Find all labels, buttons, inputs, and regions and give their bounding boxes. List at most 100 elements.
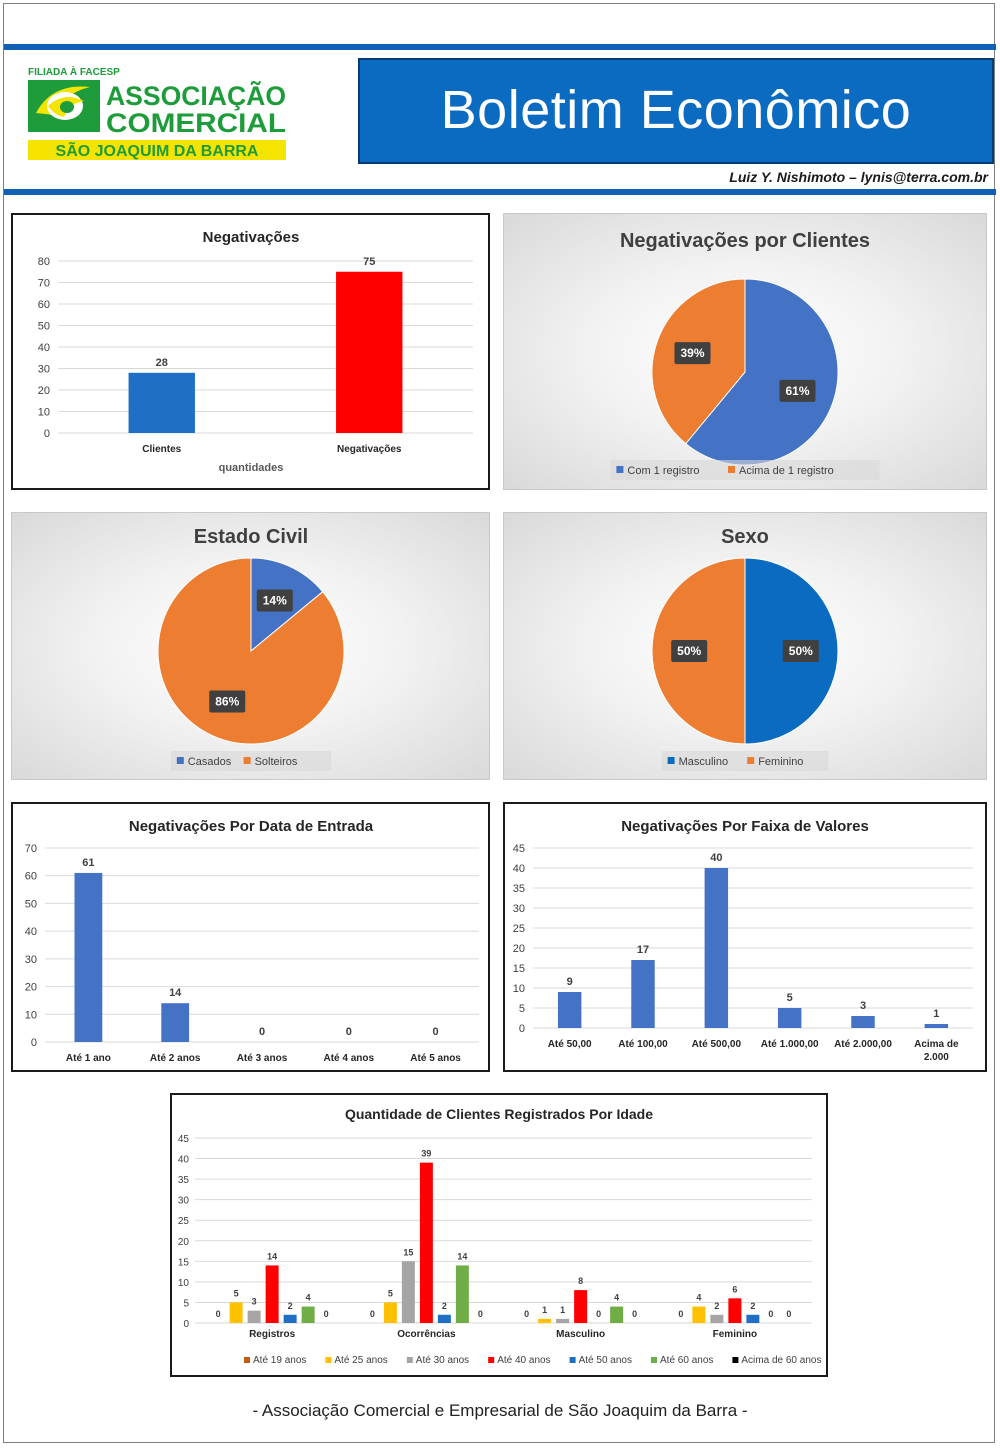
data-label: 8	[578, 1276, 583, 1286]
bar	[710, 1314, 724, 1323]
y-tick-label: 45	[513, 843, 525, 855]
data-label: 14	[169, 987, 182, 999]
estado-civil-chart: Estado Civil 14% 86% Casados Solteiros	[157, 526, 345, 771]
legend-swatch	[728, 466, 735, 473]
chart-panel-negativacoes-por-clientes: Negativações por Clientes 61% 39% Com 1 reg…	[503, 213, 987, 490]
data-label: 0	[478, 1309, 483, 1319]
bar	[265, 1265, 279, 1323]
negativacoes-por-clientes-chart: Negativações por Clientes 61% 39% Com 1 reg…	[610, 230, 880, 480]
y-tick-label: 0	[44, 428, 50, 440]
data-label: 17	[637, 944, 649, 956]
legend-swatch	[488, 1357, 495, 1363]
legend-swatch	[747, 757, 755, 764]
x-tick-label: 2.000	[924, 1052, 949, 1063]
data-label-box	[674, 342, 711, 365]
data-label: 5	[234, 1288, 239, 1298]
y-tick-label: 80	[38, 256, 50, 268]
chart-title: Quantidade de Clientes Registrados Por I…	[345, 1106, 653, 1122]
faixa-de-valores-chart: Negativações Por Faixa de Valores0510152…	[513, 818, 973, 1063]
y-tick-label: 45	[178, 1134, 190, 1145]
data-label: 0	[324, 1309, 329, 1319]
bar	[247, 1310, 261, 1323]
x-tick-label: Até 1.000,00	[761, 1039, 819, 1050]
data-label: 61	[82, 857, 94, 869]
data-label: 28	[156, 357, 168, 369]
bar	[419, 1162, 433, 1323]
legend-swatch	[243, 757, 251, 764]
y-tick-label: 50	[38, 321, 50, 333]
legend-swatch	[667, 757, 675, 764]
data-label: 0	[433, 1026, 439, 1038]
y-tick-label: 30	[513, 903, 525, 915]
bar	[161, 1003, 190, 1042]
chart-title: Negativações Por Data de Entrada	[129, 818, 374, 835]
x-tick-label: Clientes	[142, 444, 181, 455]
legend-swatch	[732, 1357, 739, 1363]
x-tick-label: Até 3 anos	[237, 1053, 288, 1064]
chart-panel-data-de-entrada: Negativações Por Data de Entrada 0 10 20 30 4…	[11, 802, 490, 1072]
data-label: 39	[421, 1149, 431, 1159]
chart-panel-negativacoes: Negativações 0 10 20 30 40 50 60 70 80 28 Clientes 7…	[11, 213, 490, 490]
data-label: 86%	[215, 694, 239, 708]
legend-background	[170, 751, 332, 771]
x-tick-label: Até 500,00	[692, 1039, 742, 1050]
bar	[283, 1314, 297, 1323]
data-label: 0	[346, 1026, 352, 1038]
data-label: 0	[524, 1309, 529, 1319]
data-label: 3	[860, 1000, 866, 1012]
data-label: 0	[632, 1309, 637, 1319]
legend-swatch	[244, 1357, 250, 1363]
bar	[631, 960, 655, 1028]
legend-label: Masculino	[679, 756, 729, 768]
bar	[556, 1318, 570, 1323]
y-tick-label: 50	[25, 898, 37, 910]
page-footer: - Associação Comercial e Empresarial de …	[252, 1401, 748, 1420]
chart-panel-sexo: Sexo 50% 50% Masculino Feminino	[503, 512, 987, 780]
sexo-chart: Sexo 50% 50% Masculino Feminino	[651, 526, 839, 771]
data-label: 39%	[680, 346, 704, 360]
chart-panel-faixa-de-valores: Negativações Por Faixa de Valores 0 5 10 15 2…	[503, 802, 987, 1072]
page-frame	[3, 3, 995, 1443]
data-label: 14	[267, 1251, 277, 1261]
bar	[74, 872, 103, 1042]
chart-title: Sexo	[721, 526, 769, 548]
data-label: 4	[696, 1293, 701, 1303]
data-label: 61%	[785, 384, 809, 398]
legend-label: Até 40 anos	[497, 1355, 550, 1366]
y-tick-label: 35	[178, 1175, 190, 1186]
y-tick-label: 60	[38, 299, 50, 311]
bar	[610, 1306, 624, 1323]
logo-tagline: FILIADA À FACESP	[28, 65, 120, 78]
data-label: 0	[216, 1309, 221, 1319]
logo-line-1: ASSOCIAÇÃO	[106, 80, 286, 111]
data-label: 0	[786, 1309, 791, 1319]
y-tick-label: 40	[25, 926, 37, 938]
bulletin-title: Boletim Econômico	[358, 58, 994, 164]
legend-label: Feminino	[758, 756, 803, 768]
legend-swatch	[406, 1357, 413, 1363]
data-label: 0	[259, 1026, 265, 1038]
legend-background	[661, 751, 829, 771]
data-label: 3	[252, 1297, 257, 1307]
data-label: 5	[787, 992, 793, 1004]
data-label-box	[671, 640, 708, 662]
x-tick-label: Feminino	[713, 1329, 757, 1340]
y-tick-label: 20	[25, 982, 37, 994]
y-tick-label: 25	[513, 923, 525, 935]
y-tick-label: 10	[178, 1278, 190, 1289]
logo-line-2: COMERCIAL	[106, 108, 286, 138]
logo-city: SÃO JOAQUIM DA BARRA	[56, 140, 259, 160]
bar	[851, 1016, 875, 1028]
data-de-entrada-chart: Negativações Por Data de Entrada 0 10 20 30 4…	[25, 818, 479, 1064]
data-label: 6	[732, 1284, 737, 1294]
x-tick-label: Até 50,00	[548, 1039, 592, 1050]
y-tick-label: 25	[178, 1216, 190, 1227]
bar	[128, 372, 195, 433]
bar	[229, 1302, 243, 1323]
data-label-box	[256, 589, 293, 612]
data-label: 50%	[677, 644, 701, 658]
x-tick-label: Até 2 anos	[150, 1053, 201, 1064]
data-label: 2	[288, 1301, 293, 1311]
bar	[574, 1290, 588, 1323]
data-label: 15	[403, 1247, 413, 1257]
